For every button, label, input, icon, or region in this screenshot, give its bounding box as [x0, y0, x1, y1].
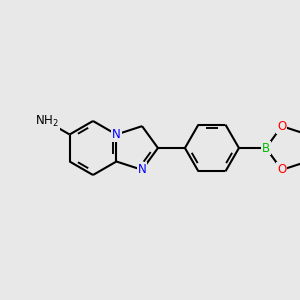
Text: N: N	[112, 128, 121, 141]
Text: NH$_2$: NH$_2$	[35, 114, 59, 129]
Text: O: O	[277, 120, 286, 133]
Text: N: N	[138, 163, 146, 176]
Text: N: N	[112, 128, 121, 141]
Text: B: B	[262, 142, 270, 154]
Text: O: O	[277, 163, 286, 176]
